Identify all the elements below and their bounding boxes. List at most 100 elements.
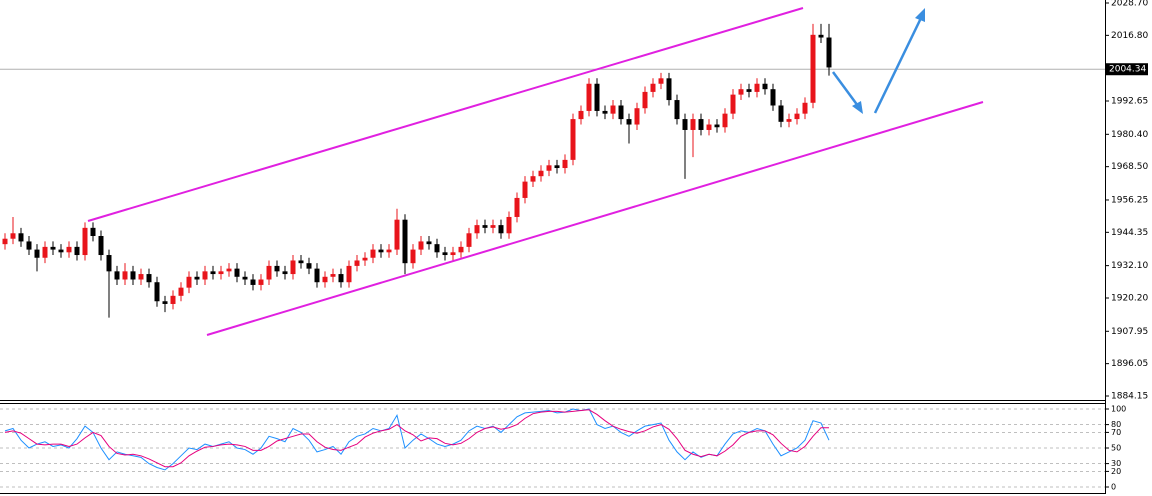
- y-tick-label: 30: [1111, 459, 1121, 468]
- candle-body: [546, 165, 552, 171]
- candle-body: [162, 301, 168, 304]
- candle-body: [450, 252, 456, 256]
- channel-upper: [87, 7, 804, 222]
- candle-body: [314, 268, 320, 283]
- candle-body: [274, 265, 280, 272]
- candle-body: [178, 287, 184, 296]
- candle-body: [226, 268, 232, 272]
- candle-body: [290, 260, 296, 275]
- candle-body: [498, 225, 504, 234]
- candle-body: [218, 271, 224, 275]
- candle-body: [346, 265, 352, 283]
- candle-body: [554, 165, 560, 169]
- candle-body: [514, 197, 520, 217]
- candle-body: [26, 241, 32, 250]
- candle-body: [426, 241, 432, 245]
- candle-body: [730, 94, 736, 114]
- candle-body: [490, 225, 496, 228]
- candle-body: [258, 279, 264, 285]
- candle-body: [770, 89, 776, 106]
- candle-body: [298, 260, 304, 264]
- marks: [0, 23, 1105, 488]
- candle-body: [114, 271, 120, 280]
- candle-body: [130, 271, 136, 280]
- y-tick-label: 1956.25: [1111, 195, 1148, 205]
- y-tick-label: 1968.50: [1111, 162, 1148, 172]
- candle-body: [250, 279, 256, 285]
- candle-body: [386, 249, 392, 253]
- candle-body: [586, 83, 592, 111]
- candle-body: [802, 102, 808, 114]
- candle-body: [706, 124, 712, 130]
- candle-body: [690, 119, 696, 130]
- y-tick-label: 0: [1111, 483, 1116, 492]
- candle-body: [650, 83, 656, 92]
- y-tick-label: 1932.10: [1111, 261, 1148, 271]
- candle-body: [826, 37, 832, 68]
- candle-body: [282, 271, 288, 275]
- y-tick-label: 100: [1111, 405, 1126, 414]
- channel-lower: [206, 101, 984, 336]
- forecast-arrows: [831, 8, 925, 114]
- candle-body: [410, 249, 416, 264]
- candle-body: [578, 110, 584, 120]
- candle-body: [778, 105, 784, 122]
- candle-body: [466, 233, 472, 247]
- candle-body: [74, 246, 80, 256]
- candle-body: [794, 113, 800, 120]
- candle-body: [322, 276, 328, 283]
- candle-body: [98, 235, 104, 256]
- candle-body: [242, 276, 248, 280]
- candle-body: [442, 252, 448, 256]
- candle-body: [458, 246, 464, 253]
- candle-body: [394, 219, 400, 250]
- candle-body: [634, 108, 640, 125]
- candle-body: [722, 113, 728, 128]
- y-tick-label: 1992.65: [1111, 97, 1148, 107]
- candle-body: [562, 159, 568, 169]
- y-tick-label: 1944.35: [1111, 228, 1148, 238]
- candle-body: [570, 119, 576, 160]
- candle-body: [194, 276, 200, 280]
- y-tick-label: 1896.05: [1111, 359, 1148, 369]
- candle-body: [90, 227, 96, 236]
- candle-body: [338, 274, 344, 283]
- indicator-line: [4, 409, 829, 468]
- candle-body: [354, 260, 360, 266]
- candle-body: [482, 225, 488, 228]
- candle-body: [506, 216, 512, 234]
- candle-body: [746, 89, 752, 92]
- candle-body: [754, 83, 760, 92]
- candle-body: [170, 295, 176, 304]
- candle-body: [266, 265, 272, 280]
- y-tick-label: 1884.15: [1111, 392, 1148, 402]
- y-tick-label: 80: [1111, 420, 1121, 429]
- y-tick-label: 1980.40: [1111, 130, 1148, 140]
- candle-body: [10, 233, 16, 239]
- candle-body: [82, 227, 88, 256]
- candle-body: [66, 246, 72, 253]
- candle-body: [738, 89, 744, 95]
- candle-body: [594, 83, 600, 111]
- candle-body: [234, 268, 240, 277]
- candle-body: [818, 34, 824, 38]
- candle-body: [2, 238, 8, 245]
- candle-body: [306, 263, 312, 269]
- candle-body: [618, 105, 624, 120]
- y-tick-label: 50: [1111, 444, 1121, 453]
- candle-body: [42, 246, 48, 258]
- candle-body: [522, 181, 528, 198]
- candle-body: [786, 119, 792, 122]
- candle-body: [146, 274, 152, 283]
- candle-body: [138, 274, 144, 280]
- candle-body: [18, 233, 24, 242]
- candle-body: [202, 271, 208, 280]
- candle-body: [642, 91, 648, 109]
- candle-body: [186, 276, 192, 288]
- y-tick-label: 2016.80: [1111, 31, 1148, 41]
- candle-body: [810, 34, 816, 103]
- y-tick-label: 1907.95: [1111, 327, 1148, 337]
